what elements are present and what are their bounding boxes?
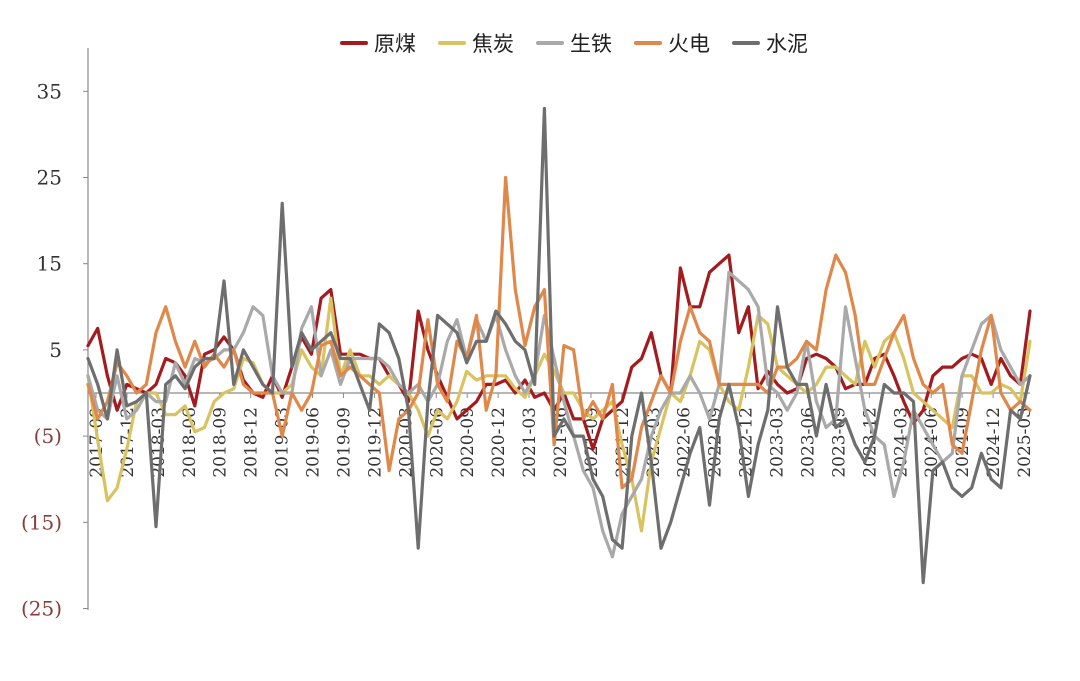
legend-label: 水泥: [766, 32, 808, 56]
y-tick-label: 25: [37, 166, 62, 190]
legend-label: 原煤: [374, 32, 416, 56]
legend-swatch: [438, 41, 466, 45]
x-tick-label: 2025-03: [1015, 407, 1035, 478]
x-tick-label: 2021-03: [520, 407, 540, 478]
x-tick-label: 2019-03: [273, 407, 293, 478]
x-tick-label: 2018-06: [180, 407, 200, 478]
x-tick-label: 2023-06: [798, 407, 818, 478]
legend-label: 焦炭: [472, 32, 514, 56]
legend-swatch: [340, 41, 368, 45]
x-tick-label: 2020-12: [489, 407, 509, 478]
x-tick-label: 2018-12: [242, 407, 262, 478]
legend-swatch: [634, 41, 662, 45]
legend-swatch: [732, 41, 760, 45]
x-tick-label: 2024-12: [984, 407, 1004, 478]
legend-item: 焦炭: [438, 28, 514, 58]
x-tick-label: 2023-03: [768, 407, 788, 478]
y-tick-label: (5): [34, 424, 62, 448]
legend-item: 水泥: [732, 28, 808, 58]
legend-swatch: [536, 41, 564, 45]
legend-label: 火电: [668, 32, 710, 56]
y-tick-label: (15): [21, 510, 62, 534]
x-tick-label: 2024-03: [891, 407, 911, 478]
x-tick-label: 2019-12: [365, 407, 385, 478]
y-tick-label: 5: [49, 338, 62, 362]
x-tick-label: 2019-06: [304, 407, 324, 478]
x-tick-label: 2018-09: [211, 407, 231, 478]
x-tick-label: 2022-12: [737, 407, 757, 478]
y-tick-label: 35: [37, 79, 62, 103]
series-line: [86, 106, 1032, 585]
legend-item: 火电: [634, 28, 710, 58]
legend: 原煤 焦炭 生铁 火电 水泥: [340, 28, 808, 58]
legend-label: 生铁: [570, 32, 612, 56]
y-tick-label: 15: [37, 252, 62, 276]
x-tick-label: 2022-03: [644, 407, 664, 478]
x-tick-label: 2019-09: [334, 407, 354, 478]
y-tick-label: (25): [21, 597, 62, 621]
x-tick-label: 2020-09: [458, 407, 478, 478]
series-line: [86, 175, 1032, 490]
legend-item: 原煤: [340, 28, 416, 58]
legend-item: 生铁: [536, 28, 612, 58]
